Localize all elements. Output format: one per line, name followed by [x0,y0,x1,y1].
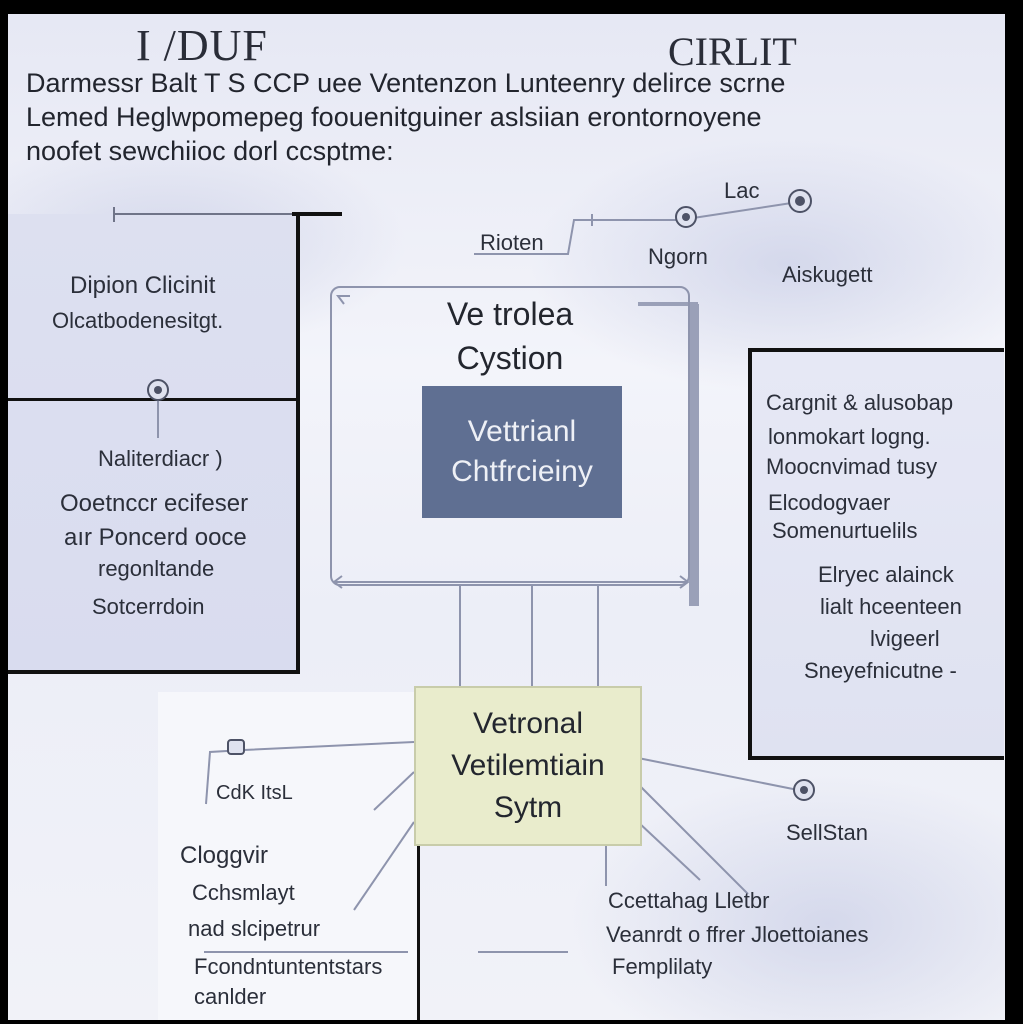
left-panel-heading: Dipion Clicinit [70,272,216,299]
right-panel-line: Moocnvimad tusy [766,454,938,479]
left-panel-subheading: Olcatbodenesitgt. [52,308,224,333]
title-left: I /DUF [136,21,268,70]
right-panel-line: lonmokart logng. [768,424,931,449]
bottom-left-line: Fcondntuntentstars [194,954,383,979]
vetronal-box-line: Sytm [493,791,563,824]
right-panel [748,348,1004,760]
intro-line: Lemed Heglwpomepeg foouenitguiner aslsii… [26,102,762,132]
label-cdk: CdK ItsL [216,782,293,804]
core-box: Vettrianl Chtfrcieiny [422,386,622,518]
bottom-left-panel [158,692,420,1020]
bottom-left-line: Cchsmlayt [192,880,295,905]
core-box-line: Chtfrcieiny [451,455,593,488]
right-panel-line: lvigeerl [870,626,940,651]
right-panel-line: Sneyefnicutne - [804,658,957,683]
left-panel-body-line: aır Poncerd ooce [64,524,247,551]
bottom-right-line: Veanrdt o ffrer Jloettoianes [606,922,869,947]
right-panel-line: Somenurtuelils [772,518,918,543]
center-system-box [330,286,690,586]
right-panel-line: Elryec alainck [818,562,954,587]
left-panel-body-line: Sotcerrdoin [92,594,205,619]
title-right: CIRLIT [668,29,797,74]
center-title-line: Cystion [456,340,564,376]
center-title-line: Ve trolea [446,296,574,332]
vetronal-box-line: Vetilemtiain [451,749,605,782]
connector-lines [113,189,815,953]
label-rioten: Rioten [480,230,544,255]
node-square [227,739,245,755]
intro-line: Darmessr Balt T S CCP uee Ventenzon Lunt… [26,68,786,98]
label-sellstan: SellStan [786,820,868,845]
bottom-left-line: nad slcipetrur [188,916,321,941]
left-node-label: Naliterdiacr ) [98,446,223,471]
label-aiskugett: Aiskugett [782,262,873,287]
left-panel-body-line: Ooetnccr ecifeser [60,490,249,517]
bottom-left-heading: Cloggvir [180,842,269,869]
diagram-canvas: I /DUF CIRLIT Darmessr Balt T S CCP uee … [8,14,1005,1020]
label-ngorn: Ngorn [648,244,708,269]
label-lac: Lac [724,178,760,203]
left-panel-body-line: regonltande [98,556,215,581]
core-box-line: Vettrianl [467,415,577,448]
left-panel [8,214,300,674]
bottom-left-line: canlder [194,984,267,1009]
bottom-right-line: Ccettahag Lletbr [608,888,770,913]
bottom-right-line: Femplilaty [612,954,713,979]
right-panel-line: Elcodogvaer [768,490,891,515]
vetronal-box: Vetronal Vetilemtiain Sytm [414,686,642,846]
vetronal-box-line: Vetronal [472,707,584,740]
right-panel-line: lialt hceenteen [820,594,962,619]
right-panel-line: Cargnit & alusobap [766,390,954,415]
intro-line: noofet sewchiioc dorl ccsptme: [26,136,394,166]
